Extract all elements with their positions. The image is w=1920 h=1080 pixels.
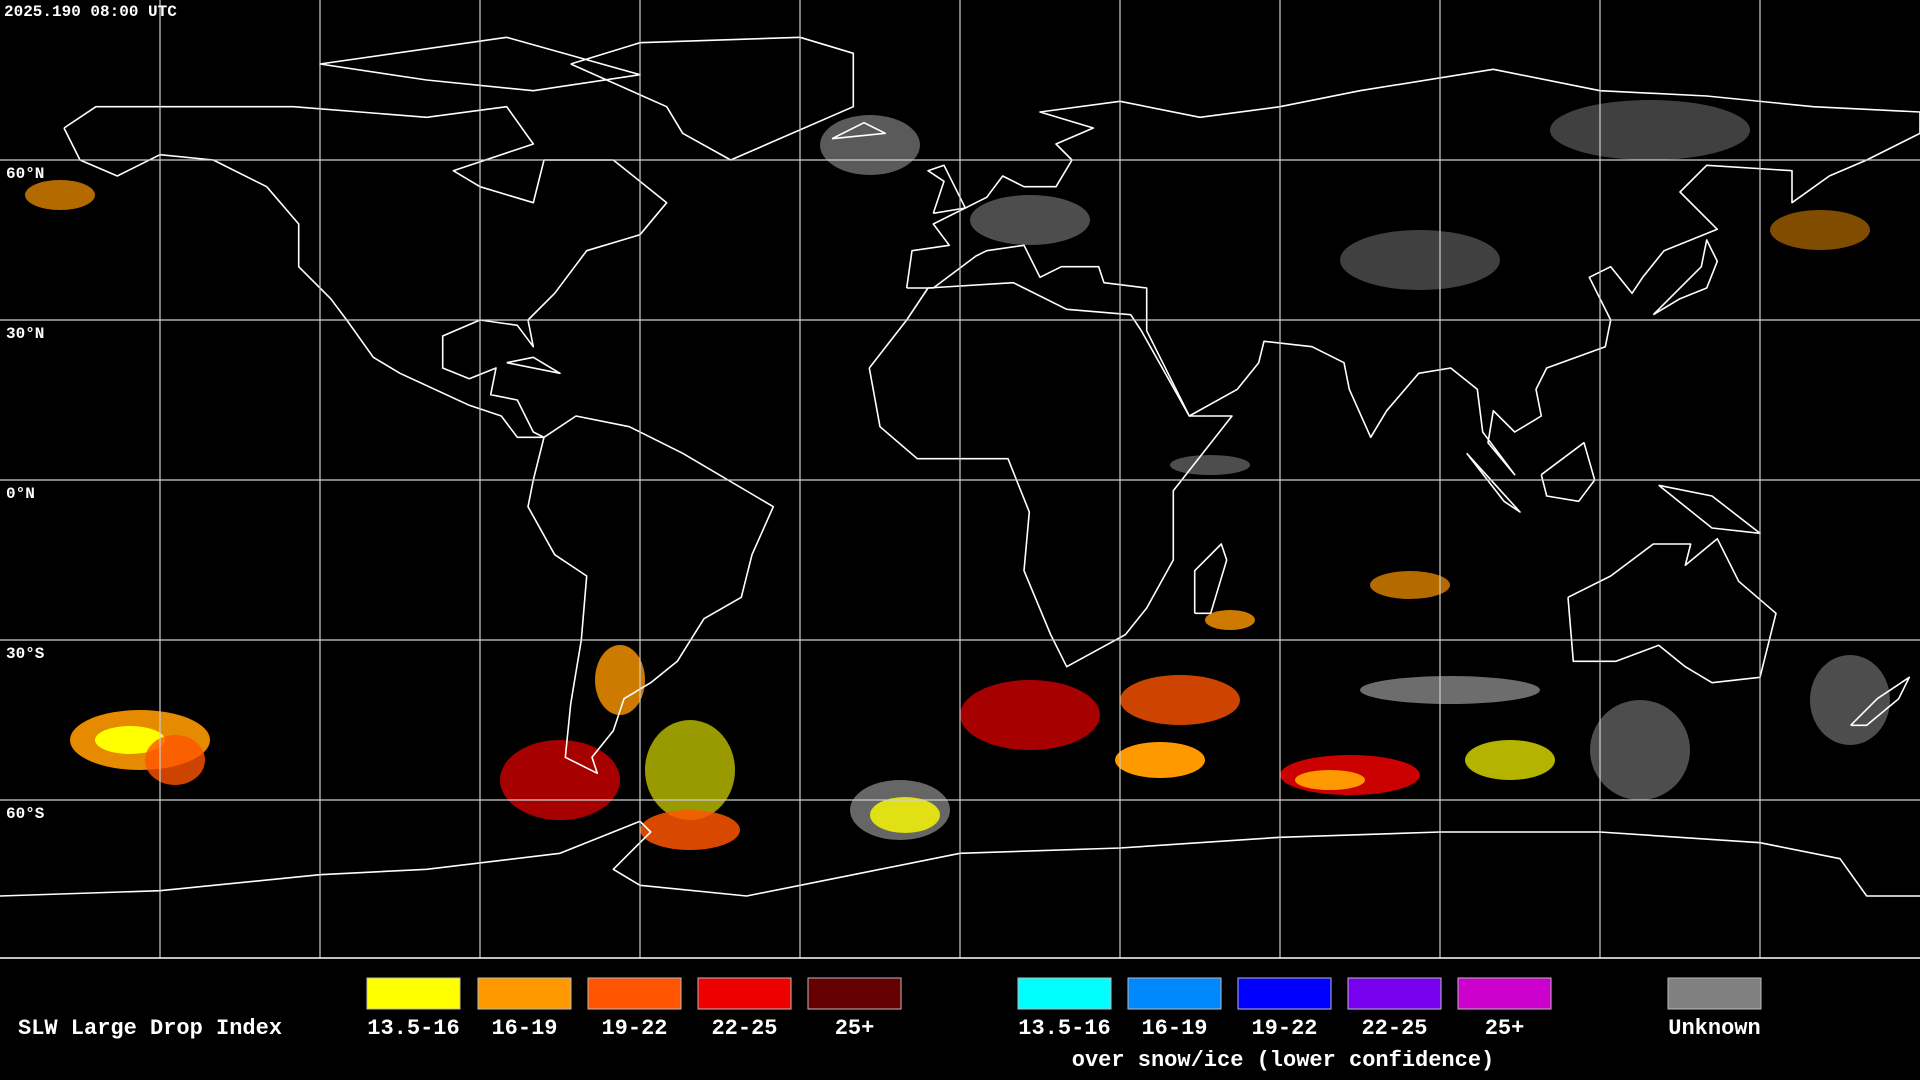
latitude-label: 0°N <box>6 485 35 503</box>
coastline <box>1466 452 1521 513</box>
legend-swatch <box>587 977 682 1010</box>
graticule <box>0 0 1920 959</box>
coastline <box>506 356 561 375</box>
legend-swatch <box>1667 977 1762 1010</box>
legend-swatch <box>1347 977 1442 1010</box>
legend-note: over snow/ice (lower confidence) <box>1072 1048 1494 1073</box>
legend-label: 22-25 <box>1361 1016 1427 1041</box>
coastline <box>1850 676 1911 727</box>
legend: SLW Large Drop Index over snow/ice (lowe… <box>18 977 1762 1073</box>
legend-swatch <box>477 977 572 1010</box>
legend-swatch <box>807 977 902 1010</box>
legend-swatch <box>1017 977 1112 1010</box>
legend-label: 25+ <box>835 1016 875 1041</box>
latitude-label: 30°N <box>6 325 44 343</box>
legend-label: 19-22 <box>1251 1016 1317 1041</box>
legend-swatch <box>697 977 792 1010</box>
legend-label: 16-19 <box>1141 1016 1207 1041</box>
coastline <box>868 281 1233 668</box>
legend-swatch <box>366 977 461 1010</box>
timestamp: 2025.190 08:00 UTC <box>4 3 177 21</box>
latitude-label: 30°S <box>6 645 45 663</box>
legend-label: 13.5-16 <box>367 1016 459 1041</box>
legend-label: 13.5-16 <box>1018 1016 1110 1041</box>
legend-label: 16-19 <box>491 1016 557 1041</box>
coastline <box>1193 543 1228 615</box>
latitude-label: 60°S <box>6 805 45 823</box>
legend-label: Unknown <box>1668 1016 1760 1041</box>
coastline <box>1540 441 1596 503</box>
legend-swatch <box>1457 977 1552 1010</box>
coastline <box>63 105 668 439</box>
coastline <box>927 164 967 215</box>
legend-swatch <box>1127 977 1222 1010</box>
legend-swatch <box>1237 977 1332 1010</box>
legend-title: SLW Large Drop Index <box>18 1016 282 1041</box>
coastline <box>1567 537 1777 684</box>
legend-label: 25+ <box>1485 1016 1525 1041</box>
coastline <box>1652 239 1719 316</box>
legend-label: 19-22 <box>601 1016 667 1041</box>
legend-label: 22-25 <box>711 1016 777 1041</box>
latitude-label: 60°N <box>6 165 44 183</box>
coastline <box>831 121 887 140</box>
coastline <box>570 36 855 161</box>
